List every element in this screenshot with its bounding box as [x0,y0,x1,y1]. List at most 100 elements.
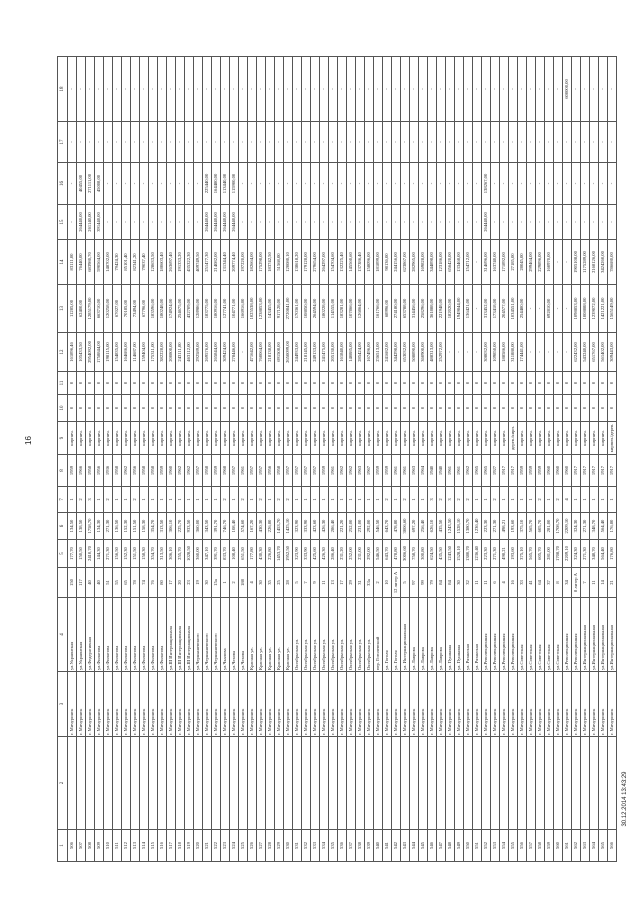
table-cell: - [184,162,194,205]
table-cell: 1 [247,486,257,513]
table-cell: - [193,204,203,240]
table-cell: 138,50 [76,512,86,540]
table-cell: 169828,00 [418,239,428,285]
table-row: 556 г. Мичуринск ул.Советская 33 375,10 375,1… [517,56,527,862]
table-cell: 323,90 [292,512,302,540]
table-cell [445,736,455,830]
table-cell: 28045,00 [517,239,527,285]
table-header-row: 1 2 3 4 5 6 7 8 9 10 11 12 13 14 15 16 17 18 [57,56,68,862]
table-cell: 11 [319,567,329,598]
table-cell: - [346,56,356,122]
table-cell: 175311,00 [148,332,158,372]
table-cell: 120080,10 [283,239,293,285]
table-cell: 663710,00 [94,284,104,333]
table-cell: - [418,56,428,122]
table-cell: - [427,204,437,240]
table-cell: - [229,121,239,163]
table-cell: кирпич. [157,421,167,455]
table-cell: 1957 [193,454,203,487]
table-cell: - [256,121,266,163]
table-cell: 16 [508,567,518,598]
table-cell: 126864,00 [355,284,365,333]
column-header: 18 [57,56,68,122]
table-cell: ул.Филатова [94,597,104,672]
table-cell: - [157,204,167,240]
table-cell: 1927 [490,454,500,487]
table-cell: 1949844,00 [454,284,464,333]
table-cell: 1940 [427,454,437,487]
table-cell: 0 [526,394,536,422]
table-cell: 1028,50 [184,539,194,568]
table-cell: 360,00 [193,512,203,540]
table-cell: 0 [94,394,104,422]
table-cell: 0 [373,394,383,422]
register-table: 1 2 3 4 5 6 7 8 9 10 11 12 13 14 15 16 17 18 506 г. Мичури… [57,56,617,862]
table-row: 530 г. Мичуринск Красная ул. 28 1952,50 1425,… [283,56,293,862]
table-cell: 30 [454,567,464,598]
table-cell: кирпич. [481,421,491,455]
table-cell: 152,30 [121,512,131,540]
table-cell: - [526,284,536,333]
table-cell: 0 [472,371,482,395]
table-cell: 136,50 [112,512,122,540]
table-cell: 622432,00 [571,332,581,372]
table-row: 529 г. Мичуринск Красная ул. 25 1453,70 1453,… [274,56,284,862]
table-cell: 249133,00 [310,332,320,372]
table-cell: 309443,00 [607,332,617,372]
table-cell: - [445,162,455,205]
table-cell: г. Мичуринск [337,671,347,737]
table-cell: кирпич. [328,421,338,455]
table-cell: 0 [337,371,347,395]
table-cell: г. Мичуринск [490,671,500,737]
table-cell: 1 [337,486,347,513]
table-cell: - [535,121,545,163]
table-cell: г. Мичуринск [436,671,446,737]
table-cell: 514 [139,829,149,862]
table-cell [184,736,194,830]
table-cell: 758,70 [409,539,419,568]
table-cell: 565 [598,829,608,862]
table-cell: Октябрьская ул. [319,597,329,672]
table-cell: 1 [481,486,491,513]
table-cell: ул.Филатова [121,597,131,672]
table-cell: ул. Пушкина [445,597,455,672]
table-cell: 0 [472,394,482,422]
table-cell: кирпич. [67,421,77,455]
table-cell [94,736,104,830]
table-cell: кирпич. [364,421,374,455]
table-cell: - [157,121,167,163]
table-cell: кирпич. [121,421,131,455]
table-cell: 271,30 [580,539,590,568]
table-cell: - [319,121,329,163]
table-cell: 1 [301,486,311,513]
table-cell: г. Мичуринск [526,671,536,737]
table-cell: 286,40 [328,539,338,568]
table-cell: 313,50 [157,512,167,540]
table-cell: - [166,204,176,240]
table-cell: - [175,204,185,240]
table-cell: - [112,56,122,122]
table-cell: - [364,162,374,205]
table-cell: 244933,00 [292,332,302,372]
table-row: 546 г. Мичуринск ул. Лаврова 79 624,50 626,10… [427,56,437,862]
table-cell: 148702,00 [103,239,113,285]
table-cell: 197220,00 [238,239,248,285]
table-cell: - [508,162,518,205]
table-cell [427,736,437,830]
table-cell: - [472,162,482,205]
table-cell: 344298,00 [391,332,401,372]
table-cell: 0 [382,371,392,395]
table-cell: - [328,204,338,240]
table-cell: г. Мичуринск [391,671,401,737]
column-header: 2 [57,736,68,830]
table-cell: - [589,204,599,240]
table-cell: 0 [499,371,509,395]
table-cell: 254480,00 [517,284,527,333]
table-row: 513 г. Мичуринск ул.Филатова 78 151,50 151,50… [130,56,140,862]
table-cell: 348,70 [589,539,599,568]
table-cell: кирпич. [580,421,590,455]
table-cell: 1956 [130,454,140,487]
table-cell: 62400,00 [76,284,86,333]
table-row: 555 г. Мичуринск ул.Революционная 16 193,60 1… [508,56,518,862]
table-cell: 20 [175,567,185,598]
